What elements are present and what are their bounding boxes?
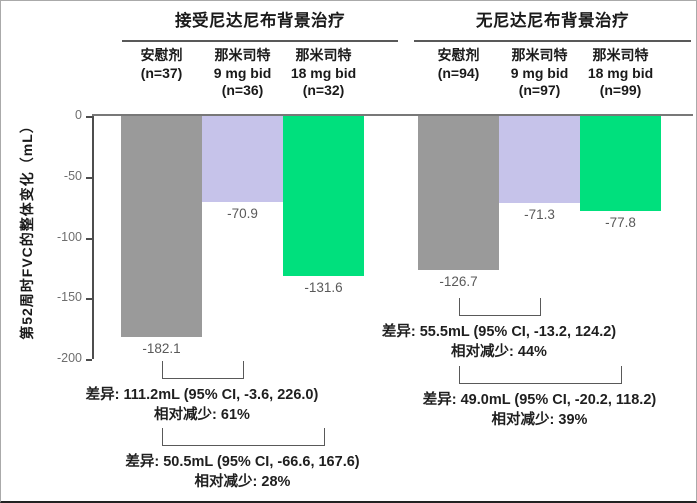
bar	[283, 116, 364, 276]
y-axis-line	[92, 116, 94, 359]
comparison-relative-reduction-text: 相对减少: 28%	[194, 474, 291, 490]
column-label: 那米司特 9 mg bid (n=36)	[213, 47, 272, 98]
group-title: 无尼达尼布背景治疗	[476, 12, 629, 30]
group-title: 接受尼达尼布背景治疗	[175, 12, 345, 30]
comparison-annotation: 差异: 49.0mL (95% CI, -20.2, 118.2) 相对减少: 3…	[360, 390, 697, 430]
x-baseline	[92, 114, 693, 116]
comparison-bracket-bottom	[458, 314, 541, 316]
column-label: 那米司特 18 mg bid (n=99)	[587, 47, 654, 98]
comparison-relative-reduction-text: 相对减少: 44%	[451, 344, 547, 360]
comparison-bracket-left	[458, 298, 460, 316]
comparison-difference-text: 差异: 49.0mL (95% CI, -20.2, 118.2)	[422, 392, 657, 408]
y-tick-label: -50	[63, 169, 82, 183]
comparison-bracket-bottom	[161, 377, 244, 379]
comparison-bracket-left	[458, 366, 460, 384]
group-underline	[414, 40, 691, 42]
bar	[202, 116, 283, 202]
comparison-bracket-right	[620, 366, 622, 384]
comparison-relative-reduction-text: 相对减少: 39%	[491, 412, 588, 428]
bar	[418, 116, 499, 270]
comparison-annotation: 差异: 55.5mL (95% CI, -13.2, 124.2) 相对减少: 4…	[319, 322, 679, 362]
comparison-relative-reduction-text: 相对减少: 61%	[154, 407, 250, 423]
comparison-annotation: 差异: 50.5mL (95% CI, -66.6, 167.6) 相对减少: 2…	[63, 452, 423, 492]
bar	[499, 116, 580, 203]
comparison-bracket-left	[161, 361, 163, 379]
bar	[121, 116, 202, 337]
comparison-bracket-bottom	[161, 444, 325, 446]
comparison-difference-text: 差异: 111.2mL (95% CI, -3.6, 226.0)	[85, 387, 319, 403]
y-tick-label: -100	[56, 230, 82, 244]
column-label: 那米司特 9 mg bid (n=97)	[510, 47, 569, 98]
y-tick-mark	[86, 298, 92, 300]
bar-value-label: -182.1	[142, 341, 181, 356]
bar-value-label: -126.7	[439, 274, 478, 289]
column-label: 那米司特 18 mg bid (n=32)	[290, 47, 357, 98]
comparison-bracket-left	[161, 428, 163, 446]
bar-value-label: -131.6	[304, 280, 343, 295]
comparison-bracket-right	[539, 298, 541, 316]
comparison-difference-text: 差异: 55.5mL (95% CI, -13.2, 124.2)	[381, 324, 617, 340]
y-tick-mark	[86, 359, 92, 361]
comparison-bracket-right	[323, 428, 325, 446]
comparison-bracket-bottom	[458, 382, 622, 384]
bar-value-label: -77.8	[605, 215, 636, 230]
comparison-bracket-right	[242, 361, 244, 379]
group-underline	[122, 40, 398, 42]
y-tick-mark	[86, 116, 92, 118]
y-tick-mark	[86, 177, 92, 179]
bar-value-label: -71.3	[524, 207, 555, 222]
bar	[580, 116, 661, 211]
y-tick-label: -150	[56, 290, 82, 304]
column-label: 安慰剂 (n=37)	[140, 47, 183, 81]
comparison-difference-text: 差异: 50.5mL (95% CI, -66.6, 167.6)	[125, 454, 360, 470]
y-tick-label: -200	[56, 351, 82, 365]
y-tick-label: 0	[75, 108, 82, 122]
bar-value-label: -70.9	[227, 206, 258, 221]
comparison-annotation: 差异: 111.2mL (95% CI, -3.6, 226.0) 相对减少: 6…	[22, 385, 382, 425]
y-tick-mark	[86, 238, 92, 240]
column-label: 安慰剂 (n=94)	[437, 47, 480, 81]
